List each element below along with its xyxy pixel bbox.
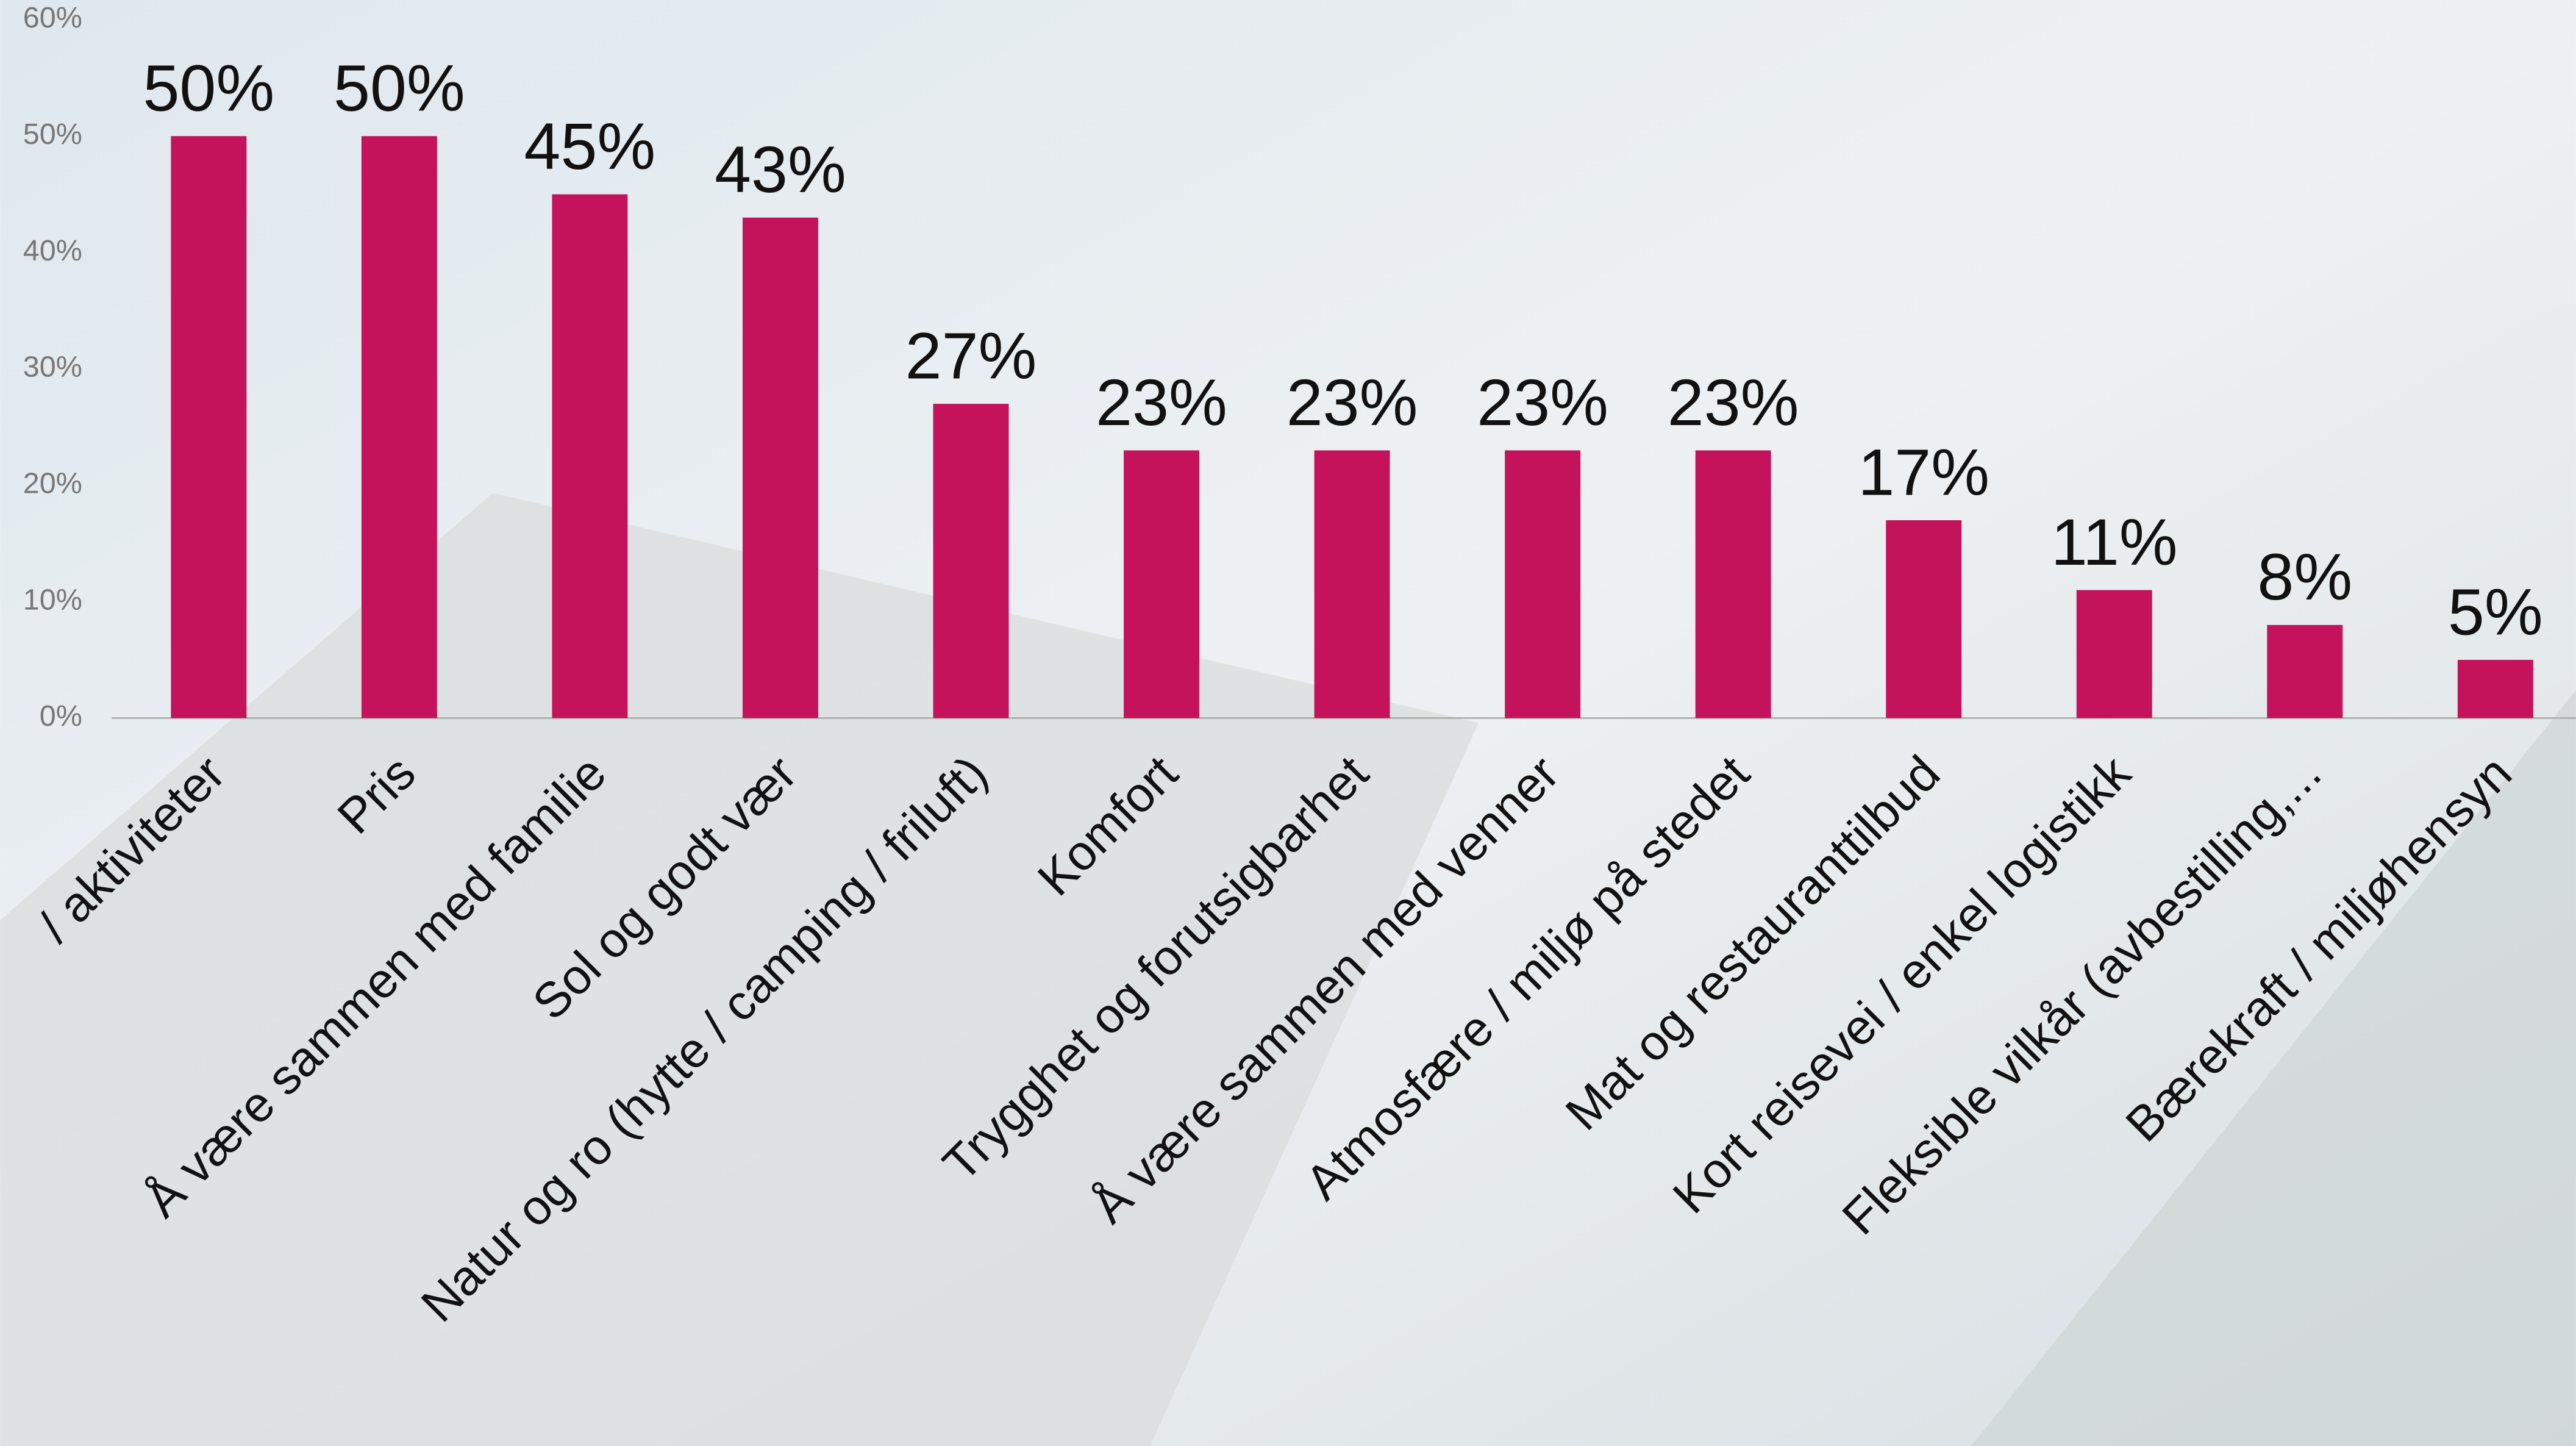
background-rock xyxy=(0,493,1479,1446)
data-label: 11% xyxy=(2051,505,2178,579)
bar xyxy=(1124,450,1200,718)
data-label: 5% xyxy=(2448,574,2543,648)
bar xyxy=(1886,520,1962,718)
y-tick-label: 60% xyxy=(23,1,82,34)
bar xyxy=(171,136,247,718)
data-label: 23% xyxy=(1286,365,1418,439)
bar xyxy=(1695,450,1771,718)
y-tick-label: 30% xyxy=(23,351,82,384)
bar xyxy=(2457,659,2533,718)
data-label: 45% xyxy=(524,109,656,183)
y-tick-label: 50% xyxy=(23,118,82,151)
bar xyxy=(742,217,818,718)
data-label: 50% xyxy=(143,51,274,125)
y-tick-label: 10% xyxy=(23,583,82,616)
bar xyxy=(2076,590,2152,718)
y-tick-label: 40% xyxy=(23,234,82,267)
data-label: 23% xyxy=(1096,365,1227,439)
bar xyxy=(2267,625,2343,718)
bar xyxy=(361,136,437,718)
y-tick-label: 20% xyxy=(23,467,82,500)
y-tick-label: 0% xyxy=(40,700,82,732)
data-label: 8% xyxy=(2257,540,2352,614)
data-label: 43% xyxy=(715,132,846,206)
data-label: 23% xyxy=(1477,365,1608,439)
bar xyxy=(1505,450,1581,718)
bar xyxy=(552,194,628,718)
data-label: 23% xyxy=(1668,365,1799,439)
bar xyxy=(1314,450,1390,718)
data-label: 17% xyxy=(1858,435,1989,509)
data-label: 27% xyxy=(905,319,1037,393)
bar xyxy=(933,404,1009,718)
data-label: 50% xyxy=(334,51,465,125)
